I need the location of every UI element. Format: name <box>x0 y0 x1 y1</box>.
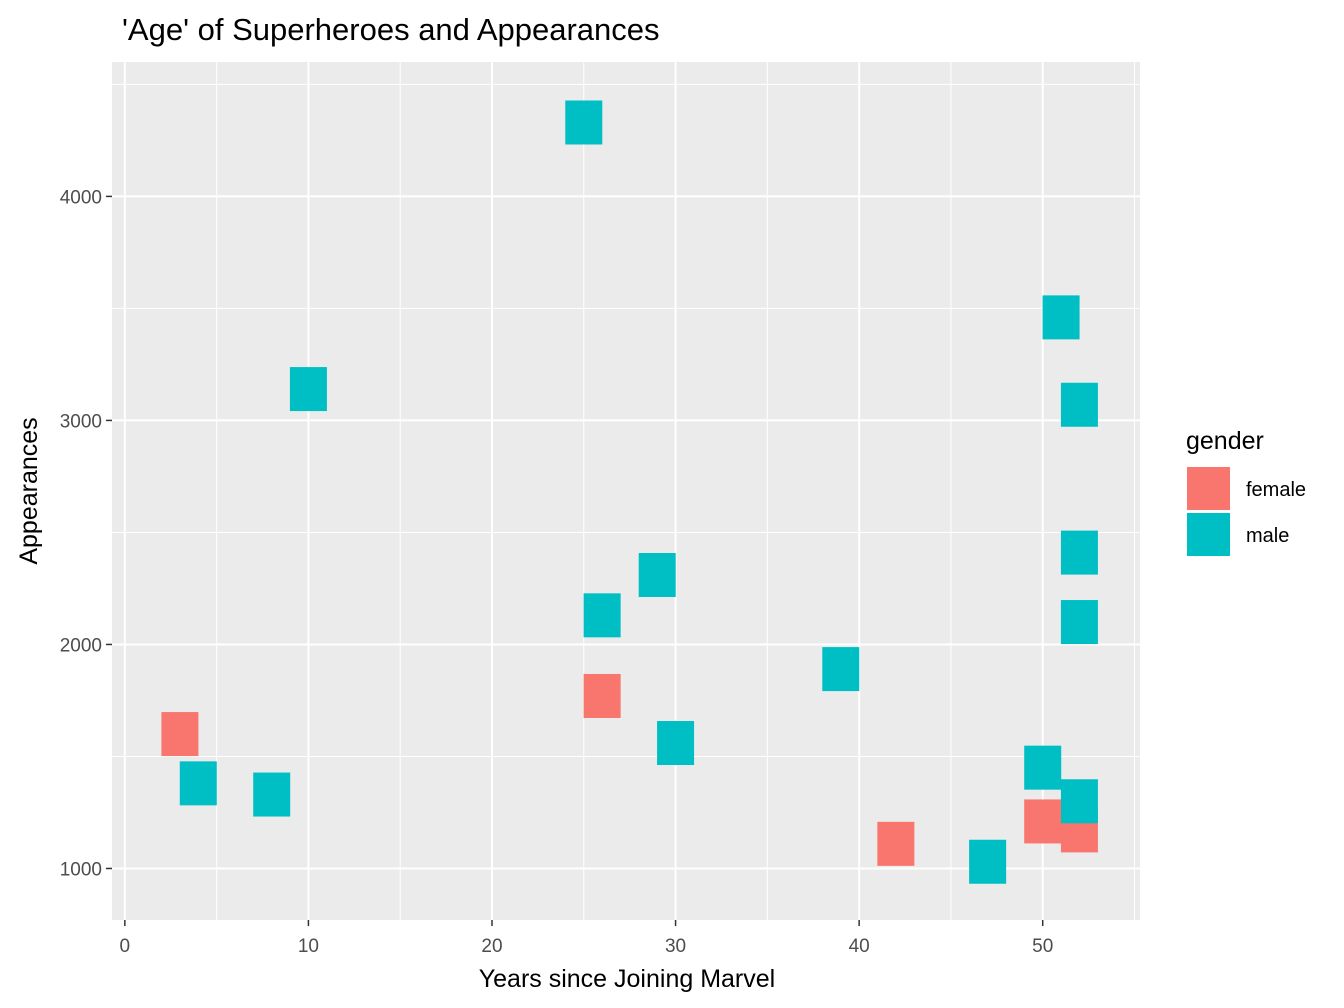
legend-label-male: male <box>1246 525 1289 547</box>
legend-key-female <box>1187 467 1230 510</box>
point-male <box>179 761 217 806</box>
point-male <box>1060 530 1098 575</box>
point-female <box>877 821 915 866</box>
data-points <box>161 100 1098 884</box>
legend-title: gender <box>1186 427 1264 455</box>
legend-key-male <box>1187 513 1230 556</box>
point-female <box>161 712 199 757</box>
x-tick-label: 30 <box>665 936 686 957</box>
point-male <box>1060 779 1098 824</box>
point-male <box>1060 382 1098 427</box>
x-axis: 0 10 20 30 40 50 <box>120 920 1053 957</box>
x-tick-label: 10 <box>298 936 319 957</box>
legend-label-female: female <box>1246 479 1306 501</box>
point-male <box>583 593 621 638</box>
point-male <box>822 647 860 692</box>
point-female <box>583 673 621 718</box>
point-male <box>969 839 1007 884</box>
point-male <box>638 553 676 598</box>
chart-title: 'Age' of Superheroes and Appearances <box>122 12 660 47</box>
major-gridlines <box>112 62 1140 920</box>
point-male <box>1024 745 1062 790</box>
point-male <box>289 367 327 412</box>
point-male <box>657 721 695 766</box>
point-male <box>1042 295 1080 340</box>
minor-gridlines <box>112 62 1140 920</box>
point-male <box>1060 600 1098 645</box>
y-tick-label: 2000 <box>60 635 102 656</box>
y-tick-label: 4000 <box>60 187 102 208</box>
x-tick-label: 50 <box>1032 936 1053 957</box>
x-axis-title: Years since Joining Marvel <box>479 965 775 993</box>
point-male <box>565 100 603 145</box>
x-tick-label: 0 <box>120 936 131 957</box>
x-tick-label: 20 <box>481 936 502 957</box>
point-male <box>253 772 291 817</box>
y-axis: 1000 2000 3000 4000 <box>60 187 112 880</box>
y-axis-title: Appearances <box>15 417 43 564</box>
point-female <box>1024 799 1062 844</box>
x-tick-label: 40 <box>849 936 870 957</box>
y-tick-label: 1000 <box>60 859 102 880</box>
legend: gender female male <box>1186 427 1306 556</box>
y-tick-label: 3000 <box>60 411 102 432</box>
